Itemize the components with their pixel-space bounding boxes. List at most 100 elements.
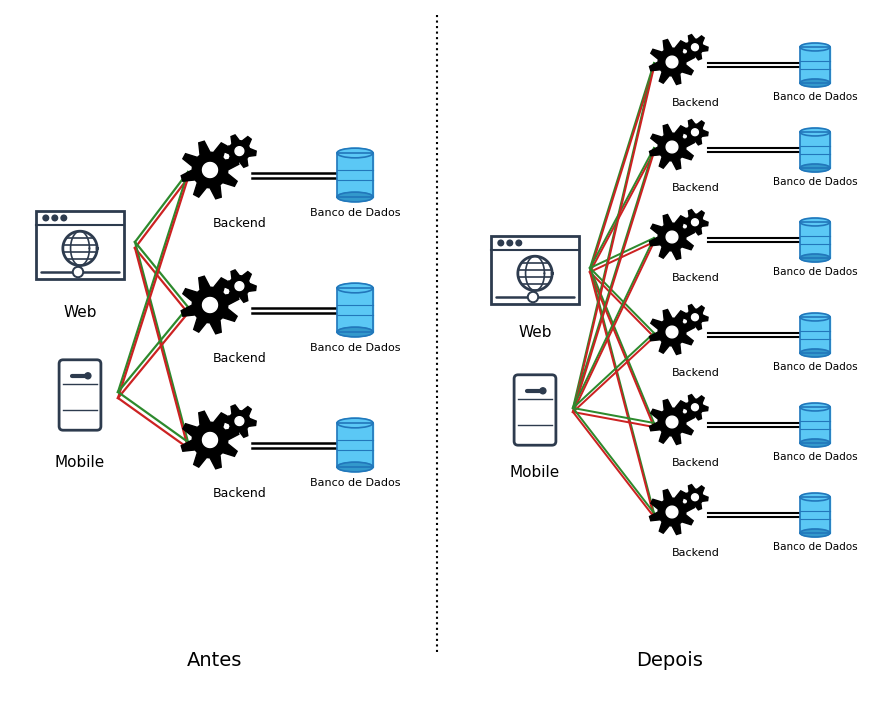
Circle shape [74,268,81,275]
Ellipse shape [800,493,830,501]
Ellipse shape [800,164,830,172]
Polygon shape [222,270,256,302]
Text: Banco de Dados: Banco de Dados [310,208,400,218]
Polygon shape [222,405,256,437]
Polygon shape [682,395,708,420]
Bar [800,132,830,168]
Ellipse shape [337,283,373,293]
Polygon shape [691,129,698,136]
Polygon shape [222,135,256,168]
Bar [800,317,830,353]
Text: Banco de Dados: Banco de Dados [310,343,400,353]
Text: Backend: Backend [214,352,267,365]
FancyBboxPatch shape [60,360,101,430]
Polygon shape [181,141,239,199]
Polygon shape [682,304,708,330]
Bar [337,153,373,197]
Text: Antes: Antes [187,651,242,669]
Polygon shape [682,34,708,60]
Polygon shape [649,39,695,85]
Bar [337,423,373,467]
Bar [337,288,373,332]
Polygon shape [691,404,698,411]
Circle shape [73,266,83,278]
Bar [800,317,830,353]
Polygon shape [235,282,244,290]
Ellipse shape [800,254,830,262]
Circle shape [529,294,536,301]
Text: Backend: Backend [672,548,720,558]
Text: Banco de Dados: Banco de Dados [773,452,858,462]
Ellipse shape [800,79,830,87]
Ellipse shape [337,462,373,472]
Bar [800,222,830,258]
Polygon shape [691,314,698,320]
Polygon shape [666,231,678,243]
Bar [800,222,830,258]
Polygon shape [649,215,695,259]
Text: Mobile: Mobile [55,455,105,470]
Ellipse shape [800,529,830,537]
Text: Banco de Dados: Banco de Dados [773,362,858,372]
Ellipse shape [337,192,373,202]
Text: Banco de Dados: Banco de Dados [773,92,858,102]
Polygon shape [649,489,695,535]
Text: Web: Web [518,325,552,340]
Circle shape [498,240,504,246]
Ellipse shape [800,349,830,357]
Ellipse shape [800,43,830,51]
Polygon shape [235,147,244,156]
Text: Web: Web [63,305,97,320]
Ellipse shape [800,439,830,447]
Polygon shape [666,416,678,428]
Text: Banco de Dados: Banco de Dados [773,542,858,552]
Bar [337,288,373,332]
Text: Banco de Dados: Banco de Dados [773,267,858,277]
Circle shape [61,215,66,221]
FancyBboxPatch shape [491,236,579,304]
Text: Depois: Depois [637,651,704,669]
Bar [800,497,830,533]
Polygon shape [181,276,239,334]
Text: Backend: Backend [672,458,720,468]
Text: Backend: Backend [672,183,720,193]
Polygon shape [691,219,698,226]
Text: Banco de Dados: Banco de Dados [773,177,858,187]
Circle shape [85,373,91,379]
Text: Backend: Backend [672,368,720,378]
Bar [800,132,830,168]
Bar [800,47,830,83]
Ellipse shape [800,313,830,321]
Polygon shape [202,433,218,447]
Polygon shape [682,120,708,145]
Polygon shape [666,326,678,338]
Polygon shape [682,210,708,235]
Text: Banco de Dados: Banco de Dados [310,478,400,488]
Bar [337,423,373,467]
Polygon shape [181,411,239,469]
Polygon shape [202,163,218,177]
Ellipse shape [337,327,373,337]
FancyBboxPatch shape [36,211,124,279]
Circle shape [540,388,546,394]
Polygon shape [666,506,678,518]
Polygon shape [691,494,698,501]
Circle shape [507,240,513,246]
Circle shape [516,240,522,246]
Ellipse shape [800,218,830,226]
FancyBboxPatch shape [514,375,556,445]
Circle shape [528,292,538,303]
Polygon shape [666,141,678,153]
Bar [800,407,830,443]
Bar [800,407,830,443]
Text: Backend: Backend [214,487,267,500]
Text: Backend: Backend [672,98,720,108]
Circle shape [52,215,58,221]
Ellipse shape [800,128,830,136]
Polygon shape [235,416,244,426]
Circle shape [43,215,49,221]
Text: Backend: Backend [214,217,267,230]
Polygon shape [666,56,678,68]
Ellipse shape [337,418,373,428]
Polygon shape [682,484,708,510]
